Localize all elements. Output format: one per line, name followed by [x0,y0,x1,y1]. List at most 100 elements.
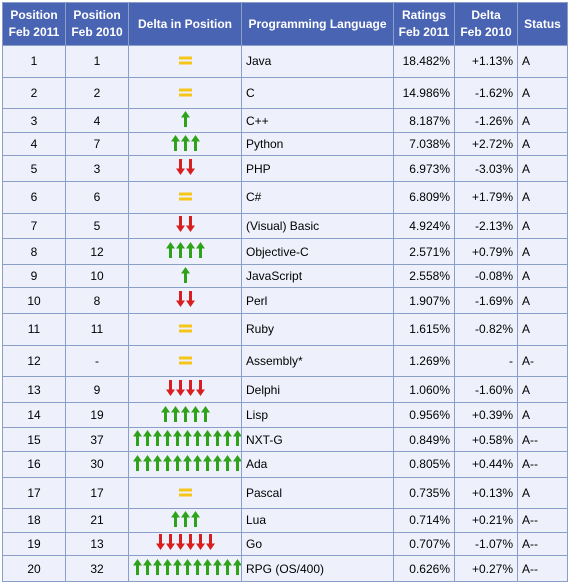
table-row: 10 8 Perl 1.907% -1.69% A [2,287,568,314]
header-delta-position[interactable]: Delta in Position [128,2,242,46]
up-arrow-icon [180,510,190,527]
down-arrow-icon [175,291,185,308]
position-2011-cell: 5 [2,155,66,182]
delta-rating-cell: +0.13% [454,476,518,510]
rating-cell: 0.956% [393,401,455,429]
header-ratings[interactable]: Ratings Feb 2011 [393,2,455,46]
up-arrow-icon [233,559,241,576]
language-cell[interactable]: Ruby [241,312,394,346]
delta-indicator [155,534,215,551]
delta-rating-cell: +0.27% [454,555,518,582]
table-row: 2 2 C 14.986% -1.62% A [2,76,568,110]
rating-cell: 4.924% [393,212,455,240]
language-cell[interactable]: Ada [241,450,394,478]
delta-indicator [160,405,210,422]
table-row: 1 1 Java 18.482% +1.13% A [2,45,568,78]
up-arrow-icon [233,454,241,471]
up-arrow-icon [193,430,202,447]
up-arrow-icon [165,242,175,259]
language-cell[interactable]: Assembly* [241,344,394,378]
delta-position-cell [128,555,242,582]
language-cell[interactable]: (Visual) Basic [241,212,394,240]
header-position-2011[interactable]: Position Feb 2011 [2,2,66,46]
header-position-2011-line2: Feb 2011 [8,25,60,39]
rating-cell: 2.571% [393,238,455,265]
status-cell: A-- [517,508,568,533]
rating-cell: 14.986% [393,76,455,110]
language-cell[interactable]: C# [241,181,394,214]
up-arrow-icon [163,559,172,576]
table-row: 13 9 Delphi 1.060% -1.60% A [2,376,568,403]
up-arrow-icon [203,559,212,576]
language-cell[interactable]: Go [241,531,394,557]
up-arrow-icon [193,559,202,576]
position-2011-cell: 19 [2,531,66,557]
position-2011-cell: 4 [2,131,66,157]
language-cell[interactable]: C [241,76,394,110]
position-2010-cell: 13 [65,531,129,557]
language-cell[interactable]: JavaScript [241,263,394,289]
header-status[interactable]: Status [517,2,568,46]
position-2010-cell: 30 [65,450,129,478]
table-row: 5 3 PHP 6.973% -3.03% A [2,155,568,182]
delta-indicator [170,510,200,527]
header-delta-rating-line2: Feb 2010 [460,25,512,39]
language-cell[interactable]: Java [241,45,394,78]
status-cell: A [517,212,568,240]
delta-rating-cell: -1.69% [454,287,518,314]
language-cell[interactable]: Delphi [241,376,394,403]
table-row: 8 12 Objective-C 2.571% +0.79% A [2,238,568,265]
up-arrow-icon [163,454,172,471]
status-cell: A-- [517,531,568,557]
up-arrow-icon [200,405,210,422]
rating-cell: 0.714% [393,508,455,533]
header-position-2010[interactable]: Position Feb 2010 [65,2,129,46]
up-arrow-icon [133,430,142,447]
up-arrow-icon [133,454,142,471]
status-cell: A-- [517,555,568,582]
language-cell[interactable]: Pascal [241,476,394,510]
language-cell[interactable]: RPG (OS/400) [241,555,394,582]
language-cell[interactable]: NXT-G [241,427,394,452]
language-cell[interactable]: Perl [241,287,394,314]
delta-indicator [175,291,195,308]
up-arrow-icon [195,242,205,259]
header-delta-rating[interactable]: Delta Feb 2010 [454,2,518,46]
up-arrow-icon [163,430,172,447]
language-cell[interactable]: PHP [241,155,394,182]
status-cell: A [517,108,568,133]
position-2010-cell: 3 [65,155,129,182]
language-cell[interactable]: Lua [241,508,394,533]
up-arrow-icon [143,559,152,576]
delta-rating-cell: -0.82% [454,312,518,346]
delta-rating-cell: -1.60% [454,376,518,403]
rating-cell: 18.482% [393,45,455,78]
up-arrow-icon [203,454,212,471]
up-arrow-icon [223,430,232,447]
language-cell[interactable]: Lisp [241,401,394,429]
position-2011-cell: 9 [2,263,66,289]
down-arrow-icon [165,380,175,397]
table-row: 3 4 C++ 8.187% -1.26% A [2,108,568,133]
language-cell[interactable]: Objective-C [241,238,394,265]
delta-rating-cell: +1.79% [454,181,518,214]
position-2011-cell: 12 [2,344,66,378]
position-2011-cell: 17 [2,476,66,510]
position-2010-cell: 12 [65,238,129,265]
language-cell[interactable]: C++ [241,108,394,133]
up-arrow-icon [223,559,232,576]
delta-indicator [180,111,190,128]
up-arrow-icon [190,405,200,422]
delta-position-cell [128,531,242,557]
status-cell: A [517,131,568,157]
position-2010-cell: 11 [65,312,129,346]
delta-position-cell [128,376,242,403]
rating-cell: 1.615% [393,312,455,346]
header-programming-language[interactable]: Programming Language [241,2,394,46]
down-arrow-icon [195,380,205,397]
position-2011-cell: 14 [2,401,66,429]
delta-position-cell [128,344,242,378]
delta-rating-cell: +0.21% [454,508,518,533]
up-arrow-icon [153,559,162,576]
language-cell[interactable]: Python [241,131,394,157]
